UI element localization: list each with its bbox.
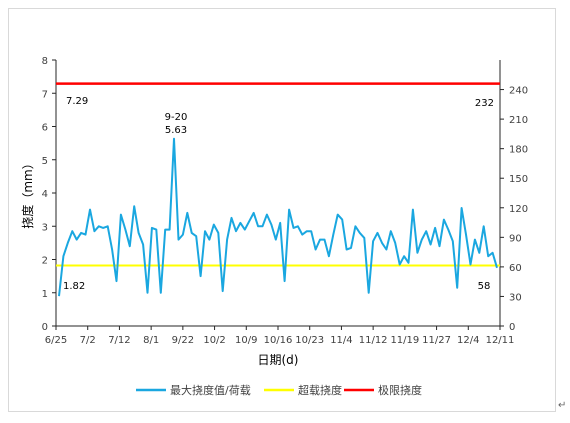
right-tick-label: 60 xyxy=(509,263,522,274)
legend-label-limit-deflection: 极限挠度 xyxy=(378,383,422,397)
annotation-limit-right-value: 232 xyxy=(475,98,494,109)
x-tick-label: 6/25 xyxy=(45,335,67,346)
right-tick-label: 120 xyxy=(509,204,528,215)
x-tick-label: 7/12 xyxy=(108,335,130,346)
right-y-ticks: 0 30 60 90 120 150 180 210 240 xyxy=(500,86,528,333)
annotation-overload-value: 1.82 xyxy=(63,281,85,292)
legend-label-overload-deflection: 超载挠度 xyxy=(298,383,342,397)
right-tick-label: 240 xyxy=(509,86,528,97)
series-line-max-deflection xyxy=(58,137,498,297)
left-tick-label: 2 xyxy=(42,256,48,267)
left-tick-label: 3 xyxy=(42,222,48,233)
x-tick-label: 8/1 xyxy=(143,335,159,346)
x-tick-label: 10/2 xyxy=(203,335,225,346)
right-tick-label: 150 xyxy=(509,174,528,185)
x-tick-label: 7/2 xyxy=(80,335,96,346)
annotation-limit-value: 7.29 xyxy=(66,96,88,107)
right-tick-label: 90 xyxy=(509,233,522,244)
right-tick-label: 30 xyxy=(509,292,522,303)
x-tick-label: 11/4 xyxy=(330,335,352,346)
x-tick-label: 11/19 xyxy=(390,335,419,346)
right-tick-label: 210 xyxy=(509,115,528,126)
x-tick-label: 10/23 xyxy=(295,335,324,346)
annotation-peak-date: 9-20 xyxy=(165,112,188,123)
x-tick-label: 11/12 xyxy=(359,335,388,346)
right-tick-label: 0 xyxy=(509,322,515,333)
x-axis-title: 日期(d) xyxy=(258,353,299,367)
left-tick-label: 1 xyxy=(42,289,48,300)
legend: 最大挠度值/荷载 超载挠度 极限挠度 xyxy=(136,383,422,397)
left-tick-label: 0 xyxy=(42,322,48,333)
x-tick-label: 10/9 xyxy=(235,335,257,346)
x-tick-label: 11/27 xyxy=(422,335,451,346)
x-tick-label: 12/11 xyxy=(486,335,515,346)
y-axis-title: 挠度（mm） xyxy=(20,157,35,228)
left-y-ticks: 0 1 2 3 4 5 6 7 8 xyxy=(42,56,56,333)
annotation-peak-value: 5.63 xyxy=(165,125,187,136)
x-tick-label: 9/22 xyxy=(172,335,194,346)
left-tick-label: 5 xyxy=(42,156,48,167)
x-tick-label: 10/16 xyxy=(264,335,293,346)
left-tick-label: 6 xyxy=(42,123,48,134)
x-ticks: 6/25 7/2 7/12 8/1 9/22 10/2 10/9 10/16 10/23 11/4… xyxy=(45,326,515,346)
legend-label-max-deflection: 最大挠度值/荷载 xyxy=(170,383,251,397)
left-tick-label: 8 xyxy=(42,56,48,67)
chart-frame xyxy=(8,8,556,412)
left-tick-label: 4 xyxy=(42,189,48,200)
plot-area: 0 1 2 3 4 5 6 7 8 0 30 60 90 120 150 180 210 240 6/25 7/2… xyxy=(42,56,528,346)
x-tick-label: 12/4 xyxy=(457,335,479,346)
annotation-overload-right-value: 58 xyxy=(478,281,491,292)
paragraph-return-mark: ↵ xyxy=(558,400,567,411)
right-tick-label: 180 xyxy=(509,145,528,156)
left-tick-label: 7 xyxy=(42,89,48,100)
